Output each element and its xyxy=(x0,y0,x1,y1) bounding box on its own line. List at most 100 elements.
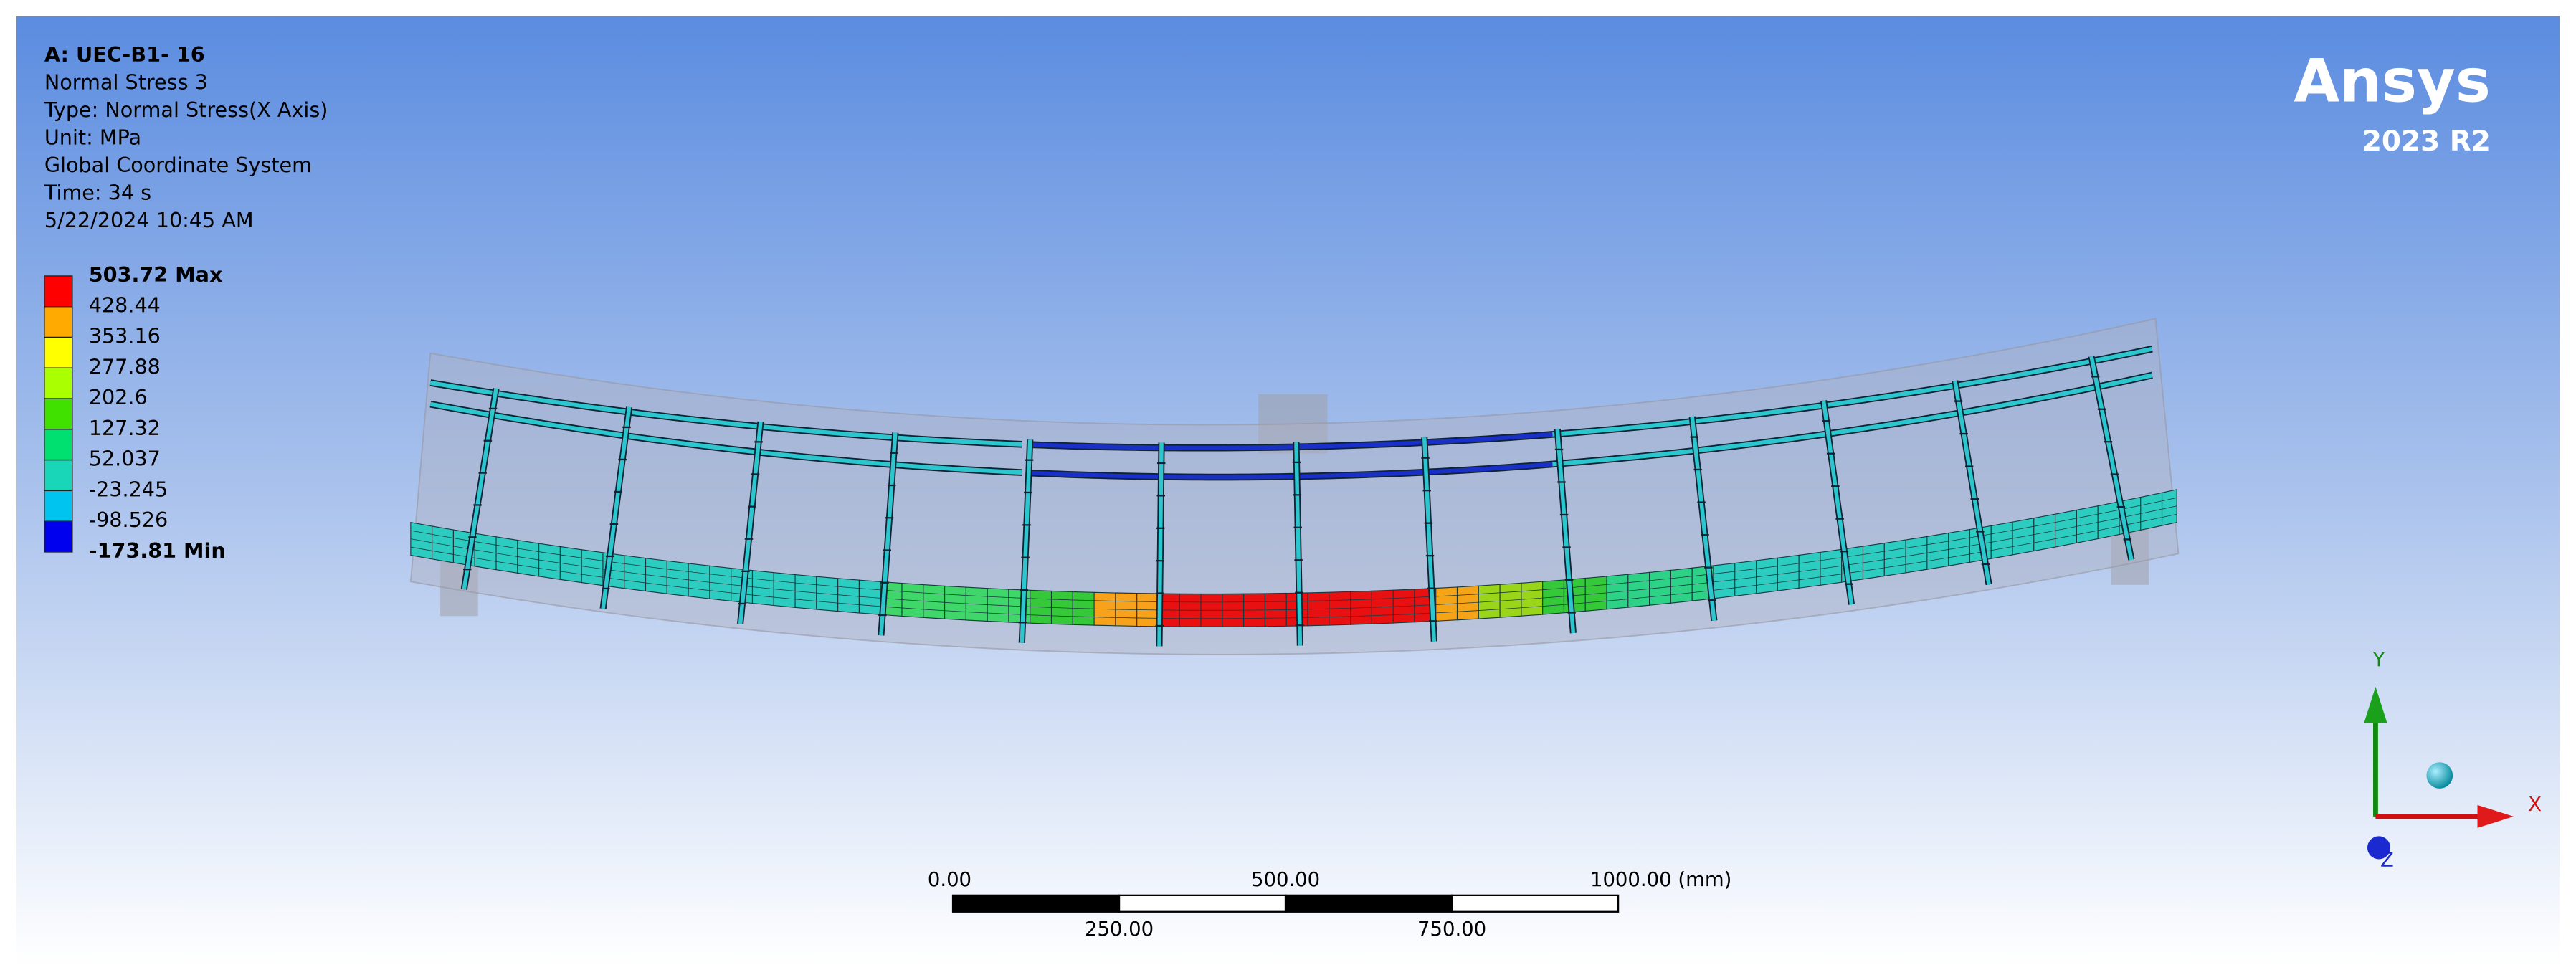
element-layer xyxy=(1670,592,1693,596)
rebar xyxy=(1552,346,2153,437)
element-layer xyxy=(1350,607,1372,609)
element-layer xyxy=(2076,513,2099,519)
legend-swatch xyxy=(44,336,73,368)
logo-version: 2023 R2 xyxy=(2362,125,2491,158)
element-layer xyxy=(837,586,860,589)
element-layer xyxy=(1030,614,1052,617)
element-layer xyxy=(1051,607,1073,609)
element-layer xyxy=(1670,576,1693,579)
element-layer xyxy=(1777,563,1800,567)
element-layer xyxy=(410,530,432,535)
element-layer xyxy=(1500,607,1521,610)
element-layer xyxy=(816,584,838,587)
element-layer xyxy=(1884,556,1906,560)
element-layer xyxy=(2033,530,2055,536)
scale-label: 1000.00 (mm) xyxy=(1590,868,1731,891)
stirrup xyxy=(879,432,898,636)
element-layer xyxy=(1457,594,1479,596)
element-layer xyxy=(688,579,710,583)
element-layer xyxy=(816,601,838,604)
element-layer xyxy=(1713,579,1735,583)
element-layer xyxy=(774,596,796,600)
background xyxy=(16,16,2560,966)
legend-label: -98.526 xyxy=(89,508,168,532)
header-line: Type: Normal Stress(X Axis) xyxy=(44,98,328,122)
element-layer xyxy=(1863,559,1885,563)
y-arrow xyxy=(2364,686,2387,723)
element-layer xyxy=(2162,497,2177,502)
element-layer xyxy=(1051,599,1073,601)
element-layer xyxy=(1991,530,2013,535)
element-layer xyxy=(837,602,860,605)
legend-swatch xyxy=(44,398,73,430)
element-layer xyxy=(2140,508,2162,514)
element-layer xyxy=(1457,610,1479,612)
hud: A: UEC-B1- 16 Normal Stress 3 Type: Normal… xyxy=(44,42,2542,941)
element-layer xyxy=(1991,538,2013,543)
element-layer xyxy=(1649,586,1671,589)
scale-segment xyxy=(1118,894,1287,913)
element-layer xyxy=(1307,617,1329,618)
element-layer xyxy=(944,610,966,612)
element-layer xyxy=(2098,509,2120,515)
element-layer xyxy=(495,561,518,566)
element-layer xyxy=(1457,601,1479,604)
element-layer xyxy=(1948,546,1970,550)
element-layer xyxy=(795,582,817,586)
element-layer xyxy=(538,551,561,556)
scale-label: 750.00 xyxy=(1417,918,1486,941)
element-layer xyxy=(795,599,817,601)
stirrup xyxy=(601,406,632,609)
element-layer xyxy=(966,612,988,614)
legend-label: 202.6 xyxy=(89,385,148,409)
rebar xyxy=(429,401,1022,475)
element-layer xyxy=(859,596,881,599)
element-layer xyxy=(1820,574,1842,578)
element-layer xyxy=(1756,582,1778,586)
element-layer xyxy=(1542,596,1564,599)
element-layer xyxy=(1435,594,1458,597)
element-layer xyxy=(1607,582,1628,585)
element-layer xyxy=(2055,518,2077,523)
legend-swatch xyxy=(44,275,73,308)
element-layer xyxy=(1607,599,1628,601)
element-layer xyxy=(901,599,923,601)
rebar xyxy=(429,380,1022,447)
element-layer xyxy=(688,587,710,591)
element-layer xyxy=(2012,525,2034,531)
stirrup xyxy=(1953,380,1991,585)
element-layer xyxy=(581,566,604,570)
element-layer xyxy=(1649,578,1671,581)
element-layer xyxy=(1991,546,2013,551)
element-layer xyxy=(2012,534,2034,539)
element-layer xyxy=(1393,596,1415,599)
element-layer xyxy=(1542,587,1564,591)
element-layer xyxy=(709,574,731,577)
rebar xyxy=(1552,373,2153,467)
element-layer xyxy=(581,557,604,561)
header-line: Global Coordinate System xyxy=(44,153,312,177)
legend-label: 503.72 Max xyxy=(89,262,223,287)
element-layer xyxy=(2055,534,2077,539)
element-layer xyxy=(667,569,689,572)
element-layer xyxy=(1863,551,1885,555)
element-layer xyxy=(795,591,817,594)
element-layer xyxy=(944,594,966,596)
element-layer xyxy=(987,596,1009,598)
element-layer xyxy=(1734,569,1757,572)
stirrup xyxy=(1294,442,1303,646)
legend-swatch xyxy=(44,520,73,553)
element-layer xyxy=(2076,530,2099,536)
element-layer xyxy=(667,576,689,581)
element-layer xyxy=(1329,607,1351,609)
element-layer xyxy=(859,604,881,607)
axis-label: X xyxy=(2528,793,2542,816)
element-layer xyxy=(944,601,966,604)
header-line: Time: 34 s xyxy=(44,180,151,204)
element-layer xyxy=(1627,596,1650,600)
beam-model xyxy=(409,318,2180,655)
element-layer xyxy=(1094,617,1116,618)
scale-label: 250.00 xyxy=(1085,918,1154,941)
rebar xyxy=(1027,462,1553,480)
element-layer xyxy=(816,592,838,596)
